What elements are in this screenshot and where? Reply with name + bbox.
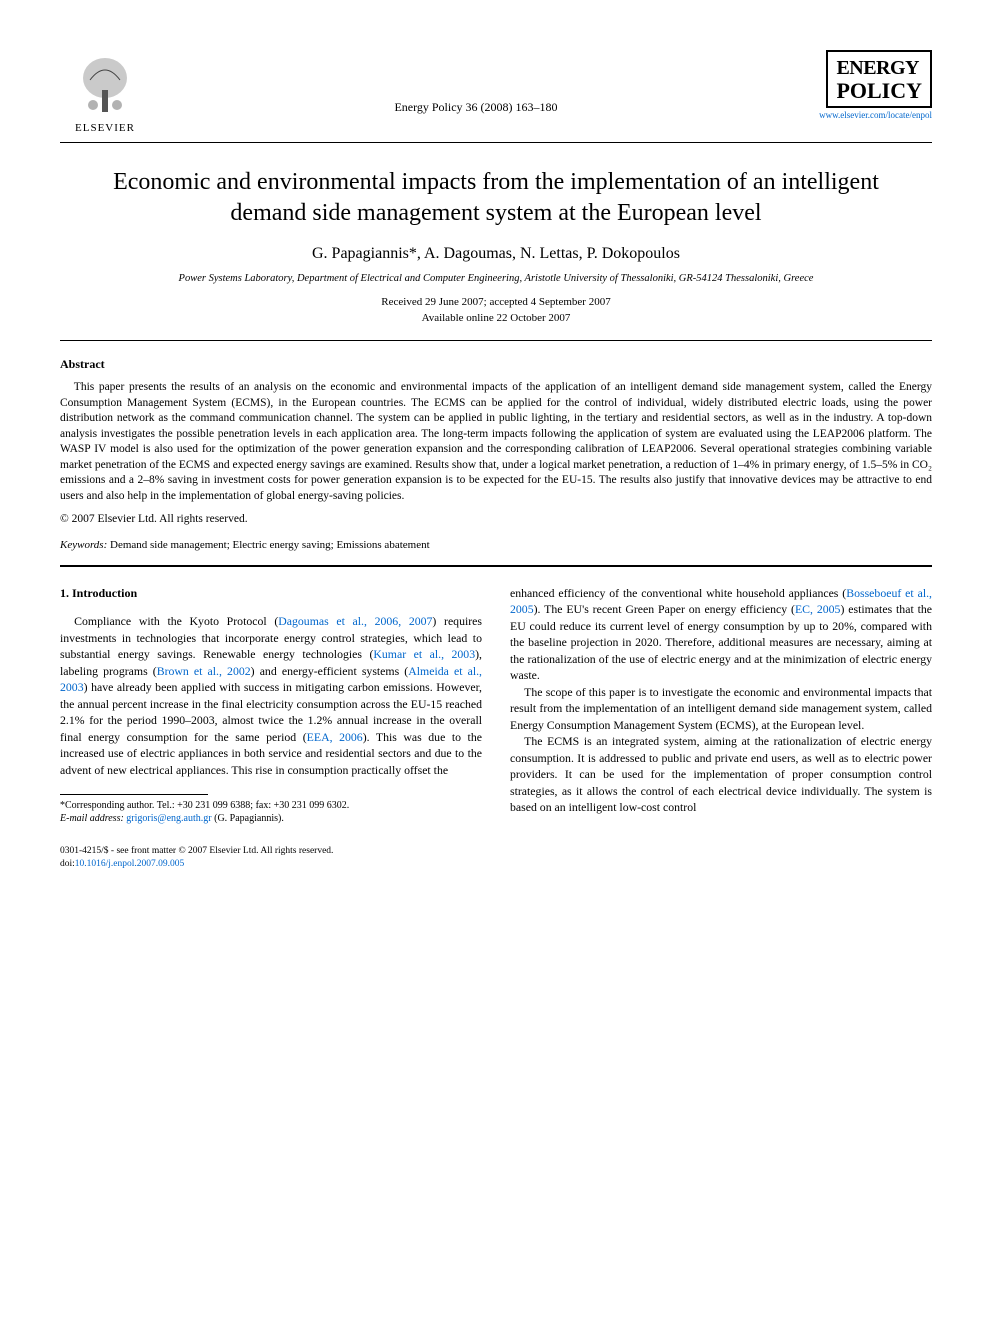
header-rule [60,142,932,143]
intro-paragraph-right-3: The ECMS is an integrated system, aiming… [510,733,932,816]
section-1-heading: 1. Introduction [60,585,482,602]
email-address[interactable]: grigoris@eng.auth.gr [126,813,211,824]
keywords-text: Demand side management; Electric energy … [107,539,429,551]
abstract-rule [60,565,932,567]
authors: G. Papagiannis*, A. Dagoumas, N. Lettas,… [60,245,932,263]
keywords: Keywords: Demand side management; Electr… [60,539,932,551]
article-title: Economic and environmental impacts from … [100,167,892,229]
page-header: ELSEVIER Energy Policy 36 (2008) 163–180… [60,50,932,134]
email-label: E-mail address: [60,813,124,824]
front-matter-block: 0301-4215/$ - see front matter © 2007 El… [60,845,482,870]
intro-paragraph-right-2: The scope of this paper is to investigat… [510,684,932,734]
journal-logo-line1: ENERGY [836,58,922,78]
email-footnote: E-mail address: grigoris@eng.auth.gr (G.… [60,812,482,825]
intro-paragraph-right-1: enhanced efficiency of the conventional … [510,585,932,684]
journal-reference: Energy Policy 36 (2008) 163–180 [150,50,802,115]
abstract-copyright: © 2007 Elsevier Ltd. All rights reserved… [60,513,932,525]
journal-logo-line2: POLICY [836,80,922,102]
received-accepted-date: Received 29 June 2007; accepted 4 Septem… [60,296,932,308]
online-date: Available online 22 October 2007 [60,312,932,324]
abstract-text: This paper presents the results of an an… [60,380,932,504]
abstract-body: This paper presents the results of an an… [60,380,932,504]
publisher-name: ELSEVIER [75,122,135,134]
journal-logo-box: ENERGY POLICY [826,50,932,108]
issn-line: 0301-4215/$ - see front matter © 2007 El… [60,845,482,857]
right-column: enhanced efficiency of the conventional … [510,585,932,871]
title-rule [60,340,932,341]
doi-value[interactable]: 10.1016/j.enpol.2007.09.005 [75,859,185,869]
left-column: 1. Introduction Compliance with the Kyot… [60,585,482,871]
corresponding-author-footnote: *Corresponding author. Tel.: +30 231 099… [60,799,482,812]
doi-line: doi:10.1016/j.enpol.2007.09.005 [60,858,482,870]
footnote-rule [60,794,208,795]
keywords-label: Keywords: [60,539,107,551]
intro-paragraph-left: Compliance with the Kyoto Protocol (Dago… [60,613,482,778]
email-person: (G. Papagiannis). [214,813,284,824]
abstract-heading: Abstract [60,357,932,372]
doi-label: doi: [60,859,75,869]
body-columns: 1. Introduction Compliance with the Kyot… [60,585,932,871]
journal-logo: ENERGY POLICY www.elsevier.com/locate/en… [802,50,932,120]
publisher-logo: ELSEVIER [60,50,150,134]
elsevier-tree-icon [70,50,140,120]
affiliation: Power Systems Laboratory, Department of … [60,273,932,284]
journal-url[interactable]: www.elsevier.com/locate/enpol [819,110,932,120]
